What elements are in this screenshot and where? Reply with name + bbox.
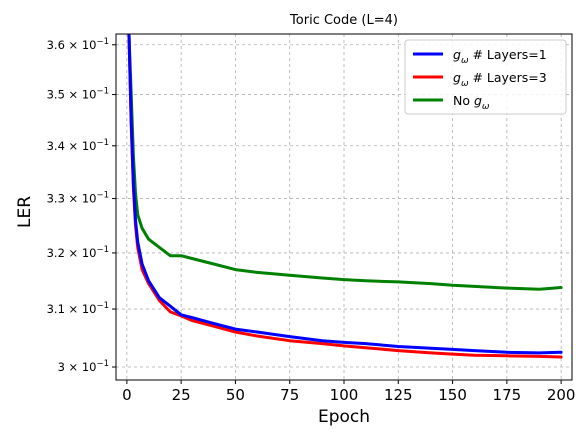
y-tick-label: 3.1 × 10−1 — [47, 301, 109, 316]
legend-box — [404, 39, 567, 115]
legend-label: gω # Layers=3 — [453, 70, 547, 89]
y-tick-label: 3 × 10−1 — [58, 359, 109, 374]
chart-title: Toric Code (L=4) — [289, 13, 398, 28]
y-axis-label: LER — [15, 196, 35, 228]
x-tick-label: 200 — [547, 386, 576, 404]
y-tick-label: 3.3 × 10−1 — [47, 191, 109, 206]
x-tick-label: 100 — [330, 386, 359, 404]
x-axis-label: Epoch — [318, 407, 370, 427]
y-tick-label: 3.5 × 10−1 — [47, 87, 109, 102]
x-tick-label: 150 — [438, 386, 467, 404]
legend: gω # Layers=1 gω # Layers=3 No gω — [404, 39, 567, 115]
legend-label: No gω — [453, 93, 490, 112]
x-tick-label: 0 — [122, 386, 132, 404]
series-line — [127, 33, 563, 355]
y-tick-label: 3.4 × 10−1 — [47, 138, 109, 153]
legend-label: gω # Layers=1 — [453, 47, 547, 66]
x-tick-label: 125 — [384, 386, 413, 404]
x-tick-label: 175 — [493, 386, 522, 404]
x-tick-label: 50 — [226, 386, 245, 404]
y-tick-label: 3.2 × 10−1 — [47, 245, 109, 260]
x-tick-label: 75 — [280, 386, 299, 404]
y-tick-label: 3.6 × 10−1 — [47, 37, 109, 52]
axis-ticks: 0 25 50 75 100 125 150 175 200 3 × 10−1 3.1 × 10−1… — [47, 37, 576, 404]
x-tick-label: 25 — [172, 386, 191, 404]
series-line — [127, 33, 563, 291]
series-lines — [127, 33, 563, 359]
